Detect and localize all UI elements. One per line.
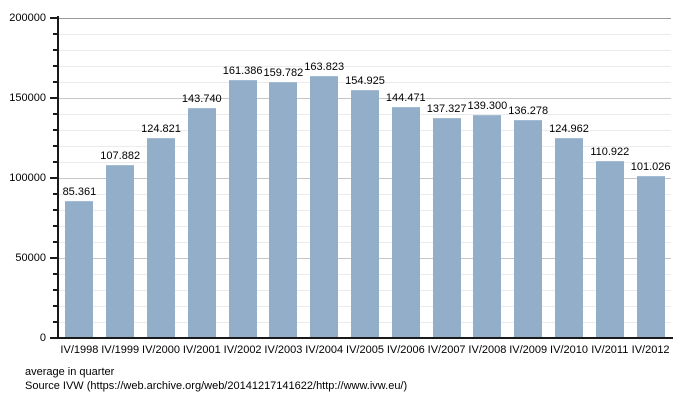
bar-value-label: 144.471 (385, 92, 426, 104)
y-axis-tick (53, 289, 58, 291)
y-axis-tick (53, 65, 58, 67)
bar-IV/2002 (229, 80, 257, 338)
chart-source: Source IVW (https://web.archive.org/web/… (25, 380, 408, 392)
gridline-minor (59, 66, 671, 67)
bar-IV/1999 (106, 165, 134, 338)
x-axis-tick-label: IV/2001 (182, 344, 221, 356)
y-axis-tick-label: 100000 (9, 172, 46, 184)
y-axis-tick (53, 33, 58, 35)
bar-value-label: 163.823 (304, 61, 345, 73)
y-axis-tick (50, 177, 58, 179)
bar-IV/2004 (310, 76, 338, 338)
y-axis-tick (53, 321, 58, 323)
bar-IV/2011 (596, 161, 624, 338)
y-axis-tick (53, 193, 58, 195)
chart-caption: average in quarter (25, 366, 115, 378)
x-axis-line (53, 337, 673, 339)
y-axis-tick (50, 17, 58, 19)
bar-value-label: 110.922 (590, 146, 630, 158)
y-axis-tick (53, 225, 58, 227)
bar-IV/2001 (188, 108, 216, 338)
bar-value-label: 143.740 (181, 93, 222, 105)
y-axis-tick-label: 50000 (15, 252, 46, 264)
x-axis-tick-label: IV/2011 (591, 344, 629, 356)
y-axis-tick (53, 113, 58, 115)
y-axis-tick-label: 0 (39, 332, 46, 344)
x-axis-tick-label: IV/2003 (264, 344, 303, 356)
bar-IV/1998 (65, 201, 93, 338)
gridline-minor (59, 50, 671, 51)
bar-value-label: 136.278 (508, 105, 549, 117)
bar-IV/2012 (637, 176, 665, 338)
bar-IV/2008 (473, 115, 501, 338)
x-axis-tick-label: IV/2007 (427, 344, 466, 356)
x-axis-tick-label: IV/2012 (631, 344, 670, 356)
y-axis-tick (53, 273, 58, 275)
bar-IV/2010 (555, 138, 583, 338)
y-axis-tick-label: 150000 (9, 92, 46, 104)
bar-value-label: 139.300 (467, 100, 508, 112)
bar-value-label: 101.026 (630, 161, 671, 173)
y-axis-tick (53, 145, 58, 147)
y-axis-tick (50, 97, 58, 99)
bar-IV/2007 (433, 118, 461, 338)
bar-IV/2005 (351, 90, 379, 338)
bar-IV/2000 (147, 138, 175, 338)
x-axis-tick-label: IV/2008 (468, 344, 507, 356)
bar-value-label: 124.962 (549, 123, 589, 135)
x-axis-tick-label: IV/1999 (101, 344, 140, 356)
bar-value-label: 137.327 (426, 103, 467, 115)
bar-value-label: 85.361 (62, 186, 97, 198)
x-axis-tick-label: IV/2000 (142, 344, 180, 356)
gridline-minor (59, 34, 671, 35)
gridline-minor (59, 82, 671, 83)
y-axis-tick (53, 81, 58, 83)
bar-IV/2003 (269, 82, 297, 338)
y-axis-tick (53, 161, 58, 163)
y-axis-tick (53, 49, 58, 51)
gridline-major (59, 18, 671, 19)
x-axis-tick-label: IV/1998 (60, 344, 99, 356)
bar-value-label: 161.386 (222, 65, 263, 77)
y-axis-tick (50, 257, 58, 259)
x-axis-tick-label: IV/2010 (550, 344, 588, 356)
bar-value-label: 124.821 (141, 123, 181, 135)
x-axis-tick-label: IV/2004 (305, 344, 344, 356)
x-axis-tick-label: IV/2009 (509, 344, 548, 356)
x-axis-tick-label: IV/2005 (346, 344, 384, 356)
y-axis-tick (53, 129, 58, 131)
x-axis-tick-label: IV/2002 (223, 344, 262, 356)
y-axis-tick (53, 241, 58, 243)
bar-value-label: 107.882 (100, 150, 141, 162)
y-axis-tick-label: 200000 (9, 12, 46, 24)
bar-IV/2009 (514, 120, 542, 338)
y-axis-tick (53, 209, 58, 211)
x-axis-tick-label: IV/2006 (386, 344, 425, 356)
bar-IV/2006 (392, 107, 420, 338)
y-axis-line (57, 16, 59, 339)
bar-value-label: 154.925 (345, 75, 385, 87)
bar-value-label: 159.782 (263, 67, 304, 79)
y-axis-tick (53, 305, 58, 307)
